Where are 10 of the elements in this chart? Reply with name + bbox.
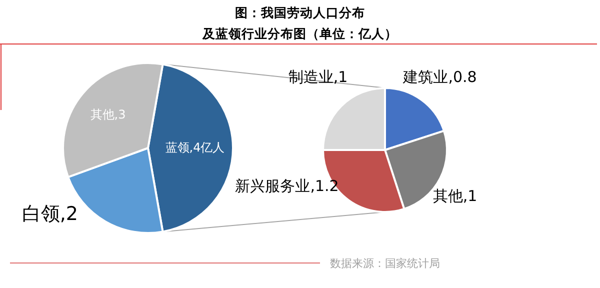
text: 及蓝领行业分布图（单位：亿人） bbox=[202, 26, 398, 41]
slice-label: 其他,1 bbox=[432, 187, 478, 206]
slice-label: 白领,2 bbox=[22, 203, 78, 226]
text: 图：我国劳动人口分布 bbox=[235, 5, 365, 20]
slice-label: 蓝领,4亿人 bbox=[165, 140, 225, 154]
slice-label: 制造业,1 bbox=[288, 68, 348, 86]
source-note: 数据来源：国家统计局 bbox=[330, 257, 440, 270]
slice-label: 建筑业,0.8 bbox=[402, 68, 477, 86]
slice-label: 新兴服务业,1.2 bbox=[235, 177, 339, 196]
slice-label: 其他,3 bbox=[90, 107, 126, 122]
